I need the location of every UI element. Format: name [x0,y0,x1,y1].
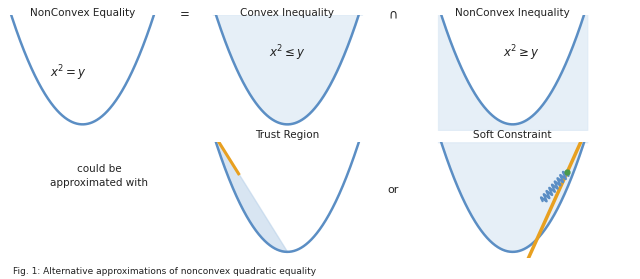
Text: Convex Inequality: Convex Inequality [241,8,334,18]
Text: Fig. 1: Alternative approximations of nonconvex quadratic equality: Fig. 1: Alternative approximations of no… [13,267,316,276]
Text: NonConvex Equality: NonConvex Equality [30,8,135,18]
Text: ∩: ∩ [388,8,397,21]
Text: NonConvex Inequality: NonConvex Inequality [455,8,570,18]
Text: $x^2 \geq y$: $x^2 \geq y$ [503,44,540,63]
Text: =: = [180,8,190,21]
Text: Trust Region: Trust Region [255,130,319,140]
Text: could be
approximated with: could be approximated with [50,164,148,188]
Text: or: or [387,185,399,195]
Text: Soft Constraint: Soft Constraint [474,130,552,140]
Text: $x^2 = y$: $x^2 = y$ [50,64,86,83]
Text: $x^2 \leq y$: $x^2 \leq y$ [269,44,306,63]
